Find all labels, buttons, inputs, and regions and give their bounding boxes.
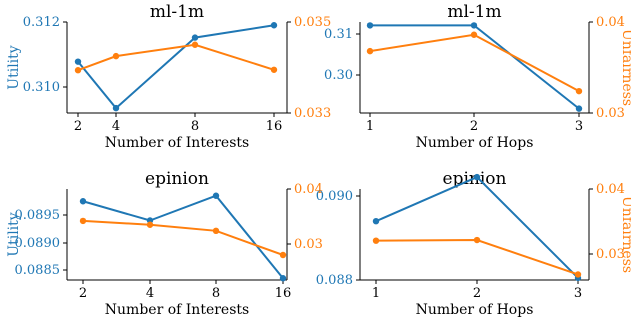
x-axis-label: Number of Hops xyxy=(416,135,534,151)
x-tick-label: 3 xyxy=(575,119,583,134)
utility-point xyxy=(74,58,82,65)
utility-point xyxy=(575,105,583,112)
x-axis-label: Number of Hops xyxy=(416,302,534,318)
unfairness-point xyxy=(79,217,87,225)
panel-hops-ml1m: ml-1m Number of Hops 1 2 3 0.30 0.31 0.03 0.04Un… xyxy=(324,2,631,151)
y-right-tick-label: 0.04 xyxy=(596,182,625,197)
panel-interests-ml1m: ml-1m Number of Interests 2 4 8 16 0.310 0.312 0… xyxy=(6,2,331,151)
chart-title: epinion xyxy=(145,169,209,189)
y-left-tick-label: 0.0895 xyxy=(15,208,61,223)
utility-point xyxy=(112,104,120,112)
y-left-tick-label: 0.0890 xyxy=(15,236,61,251)
chart-title: ml-1m xyxy=(447,2,501,22)
x-tick-label: 2 xyxy=(470,119,478,134)
unfairness-point xyxy=(146,221,154,228)
utility-series-line xyxy=(375,175,579,279)
x-tick-label: 2 xyxy=(74,119,82,134)
unfairness-series-line xyxy=(375,239,579,276)
x-tick-label: 4 xyxy=(112,119,120,134)
unfairness-point xyxy=(575,87,583,95)
y-left-tick-label: 0.30 xyxy=(324,68,353,83)
utility-point xyxy=(79,198,87,205)
y-right-axis-label: Unfairness xyxy=(619,29,631,106)
utility-series-line xyxy=(82,194,284,279)
x-tick-label: 8 xyxy=(212,286,220,301)
unfairness-point xyxy=(473,236,481,244)
y-left-axis-label: Utility xyxy=(6,45,22,89)
utility-point xyxy=(366,22,374,29)
y-right-tick-label: 0.04 xyxy=(294,182,323,197)
y-left-axis-label: Utility xyxy=(6,212,22,256)
x-tick-label: 2 xyxy=(473,286,481,301)
utility-point xyxy=(473,173,481,181)
unfairness-point xyxy=(112,52,120,60)
x-tick-label: 3 xyxy=(574,286,582,301)
utility-series-line xyxy=(77,24,275,110)
x-tick-label: 1 xyxy=(372,286,380,301)
x-tick-label: 2 xyxy=(79,286,87,301)
unfairness-point xyxy=(574,271,582,278)
unfairness-point xyxy=(372,237,380,244)
utility-point xyxy=(191,34,199,41)
y-left-tick-label: 0.312 xyxy=(23,15,60,30)
x-axis-label: Number of Interests xyxy=(105,135,249,151)
x-tick-label: 16 xyxy=(275,286,292,301)
unfairness-series-line xyxy=(77,43,275,72)
y-right-axis-label: Unfairness xyxy=(619,196,631,273)
panel-interests-epinion: epinion Number of Interests 2 4 8 16 0.0885 0.0… xyxy=(6,169,323,318)
utility-point xyxy=(470,22,478,29)
x-tick-label: 16 xyxy=(266,119,283,134)
x-tick-label: 4 xyxy=(146,286,154,301)
y-left-tick-label: 0.310 xyxy=(23,80,60,95)
y-right-tick-label: 0.033 xyxy=(294,106,331,121)
unfairness-point xyxy=(470,31,478,38)
chart-title: ml-1m xyxy=(150,2,204,22)
unfairness-point xyxy=(366,47,374,55)
y-right-tick-label: 0.03 xyxy=(596,247,625,262)
y-right-tick-label: 0.03 xyxy=(294,237,323,252)
unfairness-series-line xyxy=(82,219,284,256)
unfairness-point xyxy=(270,66,278,73)
x-axis-label: Number of Interests xyxy=(105,302,249,318)
unfairness-point xyxy=(191,41,199,48)
x-tick-label: 1 xyxy=(366,119,374,134)
utility-point xyxy=(270,22,278,29)
unfairness-point xyxy=(279,251,287,259)
y-left-tick-label: 0.0885 xyxy=(15,263,61,278)
unfairness-point xyxy=(212,227,220,234)
utility-point xyxy=(279,275,287,282)
y-left-tick-label: 0.31 xyxy=(324,27,353,42)
x-tick-label: 8 xyxy=(191,119,199,134)
utility-point xyxy=(212,192,220,199)
unfairness-point xyxy=(74,67,82,74)
y-right-tick-label: 0.035 xyxy=(294,15,331,30)
y-right-tick-label: 0.04 xyxy=(596,15,625,30)
y-left-tick-label: 0.088 xyxy=(316,273,353,288)
y-left-tick-label: 0.090 xyxy=(316,189,353,204)
utility-point xyxy=(372,218,380,225)
y-right-tick-label: 0.03 xyxy=(596,106,625,121)
